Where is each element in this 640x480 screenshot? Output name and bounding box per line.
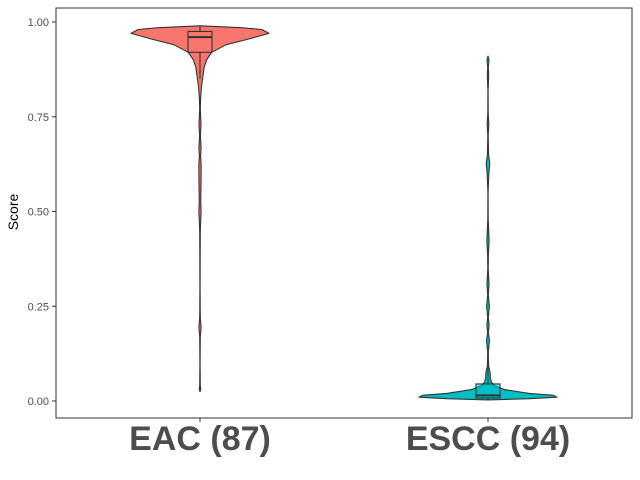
x-category-label: ESCC (94) xyxy=(406,420,570,458)
box-iqr xyxy=(187,30,213,53)
violin-1 xyxy=(130,25,270,393)
panel-border xyxy=(55,7,633,419)
x-category-label: EAC (87) xyxy=(129,420,271,458)
violin-2 xyxy=(418,55,558,401)
y-tick-label: 0.50 xyxy=(28,207,49,219)
y-axis-title: Score xyxy=(5,194,21,231)
y-tick-label: 0.75 xyxy=(28,112,49,124)
y-tick-label: 0.25 xyxy=(28,301,49,313)
y-axis: 0.00 0.25 0.50 0.75 1.00 xyxy=(28,17,56,408)
y-tick-label: 0.00 xyxy=(28,396,49,408)
violins-layer xyxy=(130,25,558,401)
x-axis: EAC (87) ESCC (94) xyxy=(129,418,570,458)
y-tick-label: 1.00 xyxy=(28,17,49,29)
